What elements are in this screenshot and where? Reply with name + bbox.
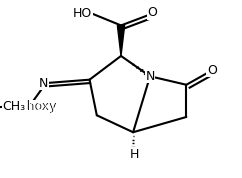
Text: N: N [145,70,155,83]
Text: O: O [148,6,157,19]
Text: methoxy: methoxy [4,100,58,113]
Text: O: O [207,64,217,77]
Text: O: O [24,100,34,113]
Text: HO: HO [73,7,92,20]
Text: H: H [130,148,139,161]
Polygon shape [117,25,125,56]
Text: N: N [39,77,48,90]
Text: methoxy: methoxy [2,100,57,113]
Text: CH₃: CH₃ [2,100,26,113]
